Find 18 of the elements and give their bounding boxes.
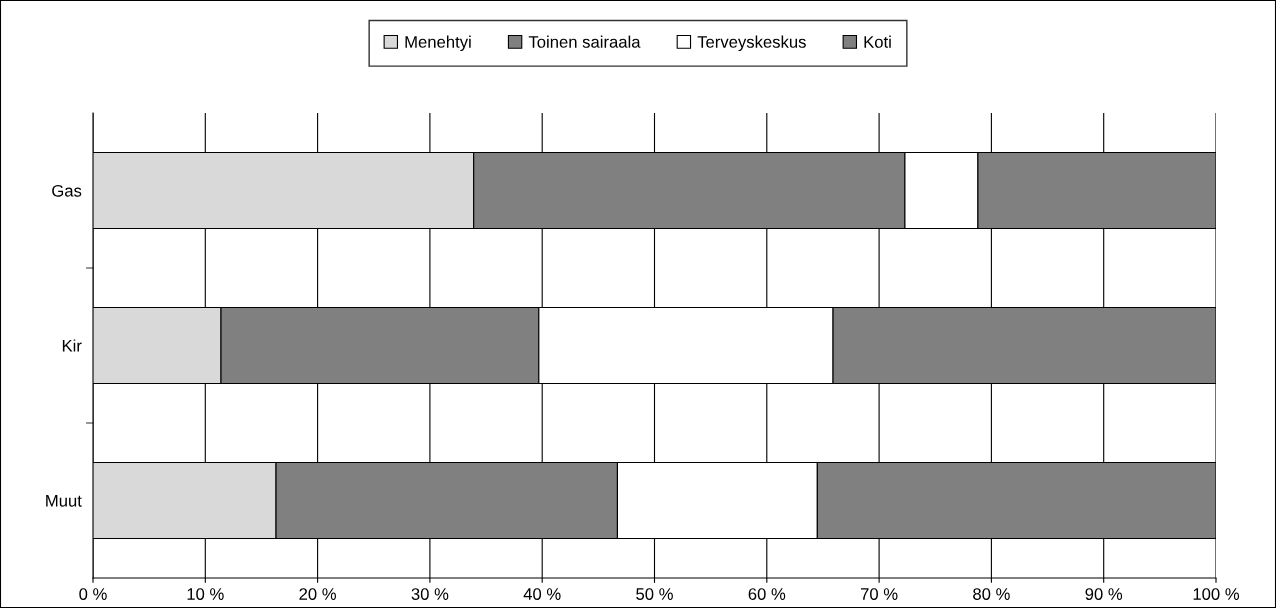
legend-label: Terveyskeskus <box>697 35 806 52</box>
x-tick-label: 20 % <box>299 588 336 600</box>
x-tick-label: 30 % <box>411 588 449 600</box>
x-tick-label: 70 % <box>860 588 898 600</box>
y-tick-label: Kir <box>62 339 82 352</box>
y-tick-label: Muut <box>46 495 82 507</box>
x-tick-label: 100 % <box>1193 588 1240 600</box>
legend-label: Koti <box>864 35 891 48</box>
y-tick-label: Gas <box>52 184 82 197</box>
x-tick-label: 10 % <box>187 588 224 600</box>
x-tick-label: 40 % <box>523 588 561 600</box>
legend-label: Toinen sairaala <box>528 35 641 48</box>
x-tick-label: 60 % <box>748 588 786 600</box>
x-tick-label: 80 % <box>973 588 1010 600</box>
x-tick-label: 0 % <box>79 588 107 600</box>
legend-label: Menehtyi <box>405 35 471 52</box>
x-tick-label: 50 % <box>636 588 673 600</box>
x-tick-label: 90 % <box>1085 588 1123 600</box>
